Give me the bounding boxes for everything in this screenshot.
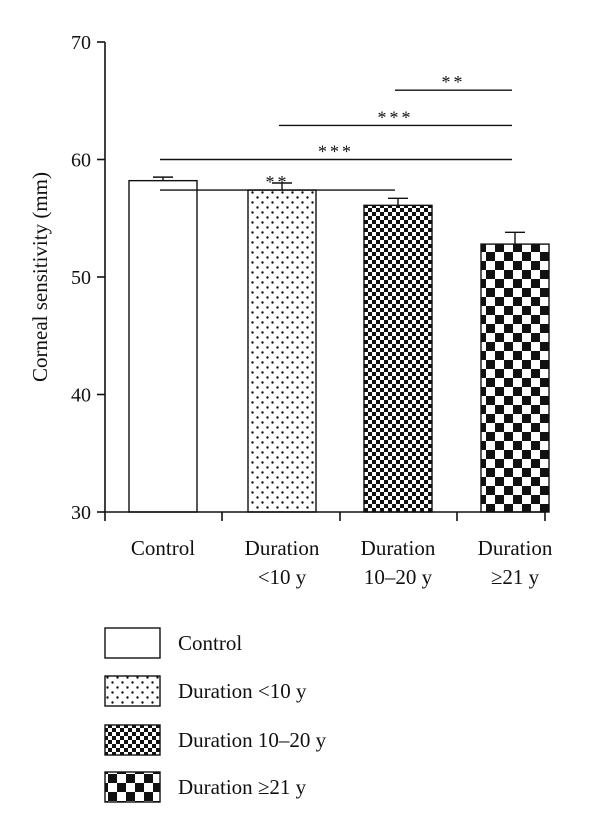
significance-label: ** <box>442 72 466 92</box>
y-axis-title: Corneal sensitivity (mm) <box>28 172 52 382</box>
x-tick-label: Duration <box>478 536 553 560</box>
y-tick-label: 60 <box>71 150 91 172</box>
bar <box>363 204 433 513</box>
significance-label: *** <box>318 142 354 162</box>
x-axis: Control Duration <10 y Duration 10–20 y Durat… <box>104 511 553 589</box>
bar <box>128 179 198 513</box>
legend-label: Duration 10–20 y <box>178 728 327 752</box>
x-tick-label: Duration <box>245 536 320 560</box>
x-tick-label: <10 y <box>258 565 307 589</box>
y-tick-label: 30 <box>71 502 91 524</box>
y-tick-label: 40 <box>71 385 91 407</box>
legend-label: Duration <10 y <box>178 679 307 703</box>
y-axis: 30 40 50 60 70 <box>71 32 106 524</box>
legend-label: Control <box>178 631 242 655</box>
bars <box>128 176 550 513</box>
x-tick-label: Control <box>131 536 195 560</box>
bar <box>247 189 317 513</box>
significance-brackets: ********** <box>160 72 512 192</box>
significance-label: ** <box>266 172 290 192</box>
legend-swatch <box>104 675 161 707</box>
significance-label: *** <box>378 107 414 127</box>
legend-swatch <box>104 724 161 756</box>
bar <box>480 243 550 513</box>
x-tick-label: ≥21 y <box>491 565 540 589</box>
legend-swatch <box>104 627 161 659</box>
x-tick-label: Duration <box>361 536 436 560</box>
legend: Control Duration <10 y Duration 10–20 y Dur… <box>104 627 327 803</box>
legend-label: Duration ≥21 y <box>178 775 307 799</box>
y-tick-label: 70 <box>71 32 91 54</box>
x-tick-label: 10–20 y <box>364 565 433 589</box>
y-tick-label: 50 <box>71 267 91 289</box>
legend-swatch <box>104 771 161 803</box>
